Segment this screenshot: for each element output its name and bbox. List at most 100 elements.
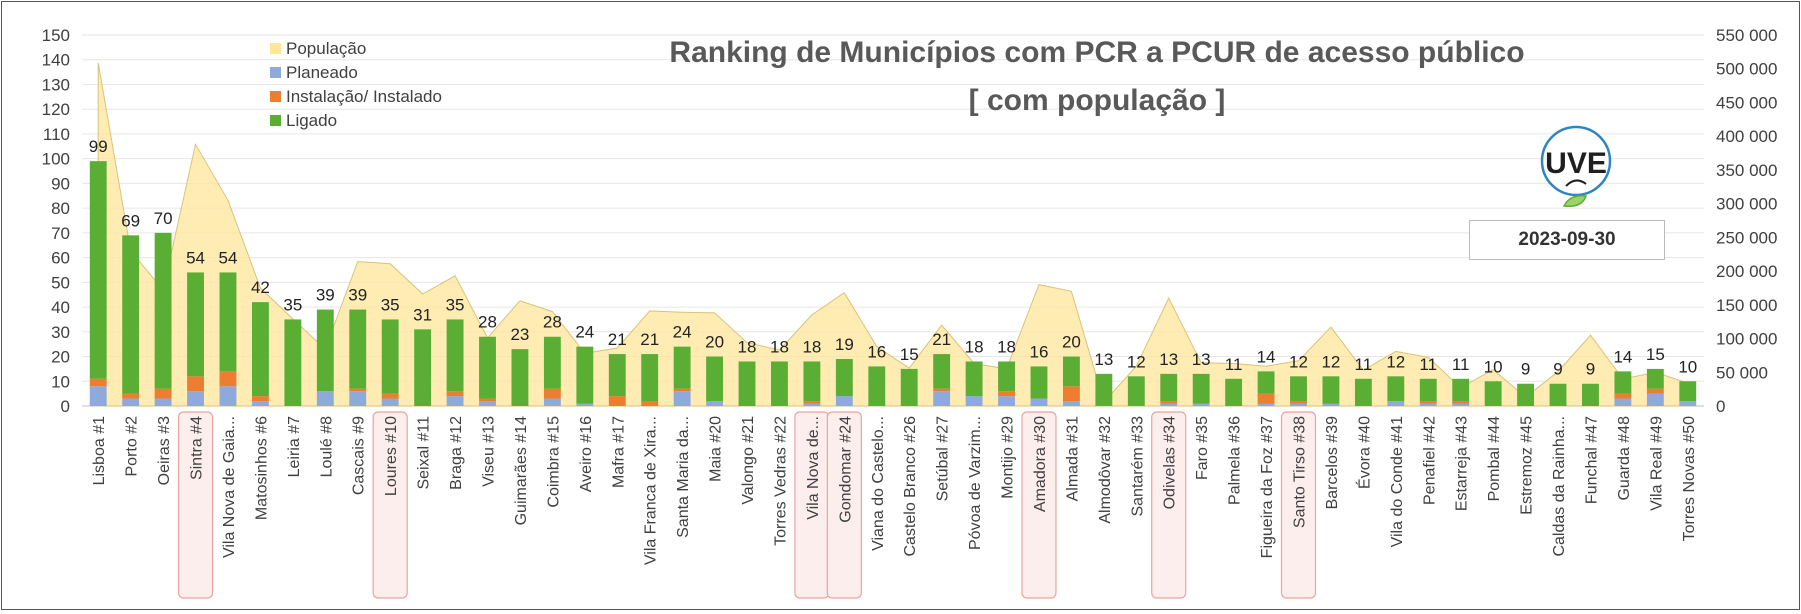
data-label: 35 [381, 295, 400, 314]
bar-instala-o-instalado [1452, 401, 1470, 404]
bar-instala-o-instalado [479, 398, 496, 402]
data-label: 18 [997, 337, 1016, 356]
x-tick-label: Almodôvar #32 [1097, 416, 1114, 524]
bar-planeado [835, 396, 853, 406]
x-tick-label: Vila Nova de... [805, 416, 822, 520]
bar-ligado [1160, 373, 1178, 402]
bar-ligado [1679, 381, 1697, 402]
legend-label: Ligado [286, 111, 337, 130]
bar-instala-o-instalado [1614, 393, 1632, 399]
bar-instala-o-instalado [187, 376, 204, 392]
data-label: 28 [543, 313, 562, 332]
y-tick-label: 150 [42, 26, 70, 45]
bar-ligado [1127, 376, 1145, 406]
data-label: 11 [1225, 355, 1243, 374]
data-label: 16 [1030, 342, 1049, 361]
data-label: 18 [770, 337, 789, 356]
y2-tick-label: 250 000 [1716, 228, 1777, 247]
bar-ligado [1549, 383, 1567, 406]
x-tick-label: Santo Tirso #38 [1292, 416, 1309, 528]
bar-instala-o-instalado [1290, 401, 1307, 404]
x-tick-label: Palmela #36 [1227, 416, 1244, 505]
bar-ligado [1614, 371, 1632, 394]
highlight-box [826, 411, 862, 599]
bar-ligado [316, 309, 334, 392]
legend-label: População [286, 39, 366, 58]
legend-swatch [270, 91, 281, 102]
bar-ligado [1484, 381, 1502, 406]
bar-ligado [479, 336, 496, 399]
bar-instala-o-instalado [641, 401, 659, 406]
bar-ligado [803, 361, 821, 402]
bar-ligado [1419, 378, 1437, 402]
data-label: 39 [316, 286, 335, 305]
bar-planeado [122, 398, 140, 406]
bar-instala-o-instalado [349, 388, 367, 392]
bar-instala-o-instalado [608, 396, 626, 406]
bar-planeado [998, 396, 1015, 406]
bar-ligado [1354, 378, 1372, 406]
bar-planeado [479, 401, 496, 406]
x-tick-label: Gondomar #24 [837, 416, 854, 523]
data-label: 23 [510, 325, 529, 344]
x-tick-label: Setúbal #27 [935, 416, 952, 502]
x-tick-label: Viana do Castelo... [870, 416, 887, 551]
bar-planeado [1614, 398, 1632, 406]
data-label: 15 [1646, 345, 1665, 364]
data-label: 9 [1521, 360, 1530, 379]
data-label: 24 [575, 323, 594, 342]
bar-ligado [1257, 371, 1275, 394]
data-label: 14 [1257, 347, 1276, 366]
bar-ligado [543, 336, 561, 389]
data-label: 13 [1094, 350, 1113, 369]
bar-layer [89, 161, 1697, 406]
bar-ligado [1030, 366, 1048, 399]
bar-planeado [803, 403, 821, 406]
x-tick-label: Guarda #48 [1616, 416, 1633, 501]
bar-planeado [1160, 403, 1178, 406]
bar-ligado [251, 302, 269, 397]
x-tick-label: Valongo #21 [740, 416, 757, 505]
data-label: 9 [1586, 360, 1595, 379]
legend-swatch [270, 67, 281, 78]
data-label: 39 [348, 286, 367, 305]
date-badge: 2023-09-30 [1469, 220, 1665, 260]
bar-instala-o-instalado [446, 391, 464, 397]
bar-ligado [641, 354, 659, 402]
x-tick-label: Torres Vedras #22 [772, 416, 789, 546]
bar-ligado [900, 368, 918, 406]
x-tick-label: Cascais #9 [351, 416, 368, 495]
bar-planeado [251, 401, 269, 406]
y-tick-label: 10 [51, 372, 70, 391]
bar-ligado [868, 366, 886, 406]
data-label: 35 [283, 295, 302, 314]
x-tick-label: Loures #10 [383, 416, 400, 496]
bar-ligado [1225, 378, 1243, 406]
highlight-box [1280, 411, 1317, 599]
data-label: 42 [251, 278, 270, 297]
x-tick-label: Torres Novas #50 [1681, 416, 1698, 541]
x-tick-label: Faro #35 [1194, 416, 1211, 480]
y-tick-label: 100 [42, 150, 70, 169]
bar-ligado [673, 346, 691, 389]
bar-ligado [933, 354, 951, 389]
x-tick-label: Vila Franca de Xira... [643, 416, 660, 565]
bar-ligado [1095, 373, 1113, 406]
data-label: 69 [121, 211, 140, 230]
bar-ligado [187, 272, 204, 377]
bar-planeado [349, 391, 367, 406]
y-tick-label: 20 [51, 348, 70, 367]
data-label: 12 [1386, 352, 1405, 371]
bar-instala-o-instalado [1419, 401, 1437, 404]
x-tick-label: Maia #20 [708, 416, 725, 482]
data-label: 54 [219, 248, 238, 267]
bar-planeado [446, 396, 464, 406]
bar-planeado [933, 391, 951, 406]
x-tick-label: Évora #40 [1354, 416, 1373, 489]
y-tick-label: 80 [51, 199, 70, 218]
bar-instala-o-instalado [154, 388, 172, 399]
data-label: 21 [932, 330, 951, 349]
bar-ligado [1582, 383, 1599, 406]
